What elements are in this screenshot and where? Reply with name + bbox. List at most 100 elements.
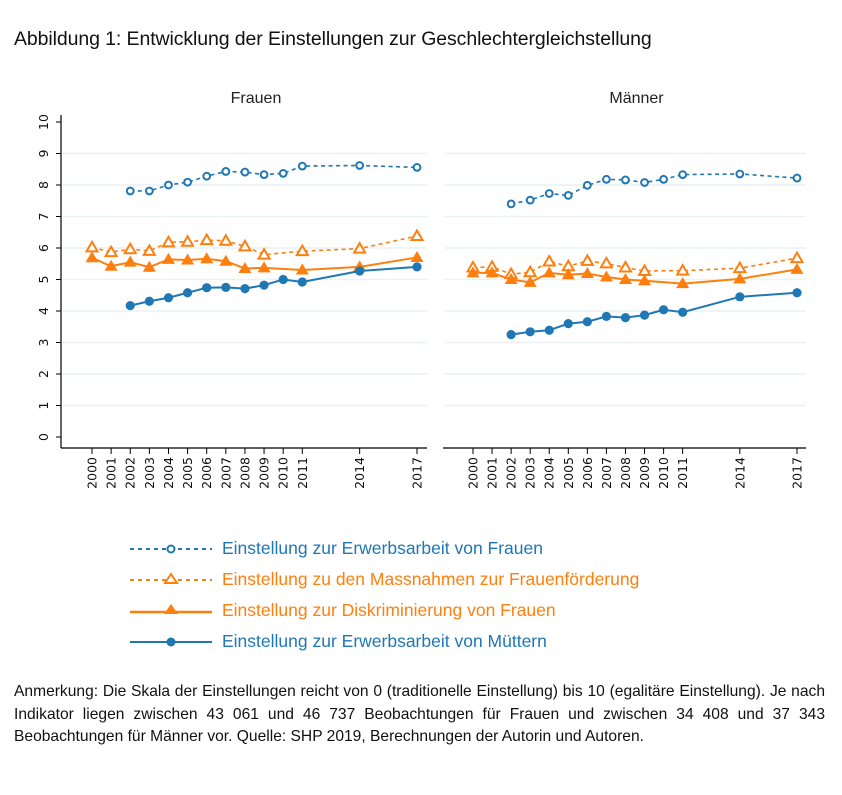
y-tick-label: 6 [36,244,51,252]
legend-item-massnahmen: Einstellung zu den Massnahmen zur Frauen… [130,564,639,595]
legend-label: Einstellung zur Erwerbsarbeit von Mütter… [222,631,547,651]
data-point [297,161,307,171]
data-point [295,243,310,257]
data-point [200,252,214,264]
x-tick-label: 2006 [199,457,214,489]
x-tick-label: 2002 [123,457,138,489]
data-point [599,255,614,269]
x-tick-label: 2000 [466,457,481,489]
y-tick-label: 4 [36,307,51,315]
data-point [599,270,613,282]
data-point [732,260,748,274]
series-line-massnahmen [91,235,418,256]
y-tick-label: 7 [36,213,51,221]
data-point [412,162,422,172]
data-point [792,173,802,183]
x-tick-label: 2005 [180,457,195,489]
data-point [202,283,212,293]
y-tick-label: 3 [36,339,51,347]
x-tick-label: 2008 [237,457,252,489]
data-point [144,186,154,196]
data-point [183,177,192,187]
data-point [601,311,612,321]
data-point [602,174,611,184]
data-point [640,178,649,187]
data-point [506,330,516,340]
data-point [789,250,805,264]
data-point [637,263,652,276]
x-tick-label: 2009 [637,457,652,489]
figure-title: Abbildung 1: Entwicklung der Einstellung… [14,28,652,50]
x-tick-label: 2001 [104,457,119,489]
data-point [525,195,535,205]
data-point [658,305,669,315]
figure-note: Anmerkung: Die Skala der Einstellungen r… [14,683,825,745]
data-point [504,273,518,284]
data-point [618,260,633,273]
data-point [355,161,365,170]
data-point [523,275,537,287]
x-tick-label: 2002 [504,457,519,489]
data-point [561,268,575,280]
legend-label: Einstellung zur Erwerbsarbeit von Frauen [222,538,543,558]
data-point [237,238,253,252]
legend-label: Einstellung zur Diskriminierung von Frau… [222,600,556,620]
data-point [544,325,554,335]
data-point [409,228,425,242]
x-tick-label: 2011 [295,457,310,489]
data-point [238,261,252,273]
data-point [218,233,234,246]
data-point [790,262,804,274]
data-point [181,253,195,265]
series-line-diskriminierung [91,256,418,272]
data-point [142,260,156,272]
x-tick-label: 2003 [523,457,538,489]
data-point [466,266,480,278]
data-point [638,274,652,286]
x-tick-label: 2004 [161,457,176,489]
x-tick-label: 2005 [561,457,576,489]
series-line-erwerb_frauen [510,173,798,205]
x-tick-label: 2008 [618,457,633,489]
data-point [85,251,99,263]
data-point [621,175,630,185]
data-point [123,255,137,267]
legend-symbol-filled-circle-solid [130,637,212,646]
legend-label: Einstellung zu den Massnahmen zur Frauen… [222,569,640,589]
legend-item-erwerb-frauen: Einstellung zur Erwerbsarbeit von Frauen [130,533,639,564]
data-point [735,292,745,302]
legend-symbol-hollow-circle-dashed [130,544,212,553]
data-point [580,267,594,279]
data-point [84,239,100,253]
data-point [240,167,250,177]
data-point [676,277,690,289]
series-line-erwerb_muetter [510,291,798,336]
data-point [678,170,688,180]
data-point [256,247,272,260]
data-point [259,170,269,180]
legend: Einstellung zur Erwerbsarbeit von Frauen… [130,533,639,657]
data-point [278,274,288,285]
x-tick-label: 2007 [218,457,233,489]
data-point [297,277,307,287]
data-point [352,241,367,254]
legend-symbol-filled-triangle-solid [130,603,212,614]
x-tick-label: 2014 [352,457,367,489]
data-point [355,266,365,276]
x-tick-label: 2001 [485,457,500,489]
data-point [104,259,118,271]
x-tick-label: 2010 [656,457,671,489]
data-point [678,307,688,317]
y-tick-label: 8 [36,181,51,189]
x-tick-label: 2000 [85,457,100,489]
x-tick-label: 2017 [410,457,425,489]
panel-title: Männer [609,90,664,107]
x-tick-label: 2006 [580,457,595,489]
x-tick-label: 2014 [732,457,747,489]
chart: 2000 2001 2002 2003 2004 2005 2006 2007 2008 2009… [36,90,806,489]
data-point [125,186,135,196]
y-tick-label: 1 [36,402,51,410]
data-point [221,282,231,292]
data-point [735,169,745,179]
data-point [295,263,309,275]
